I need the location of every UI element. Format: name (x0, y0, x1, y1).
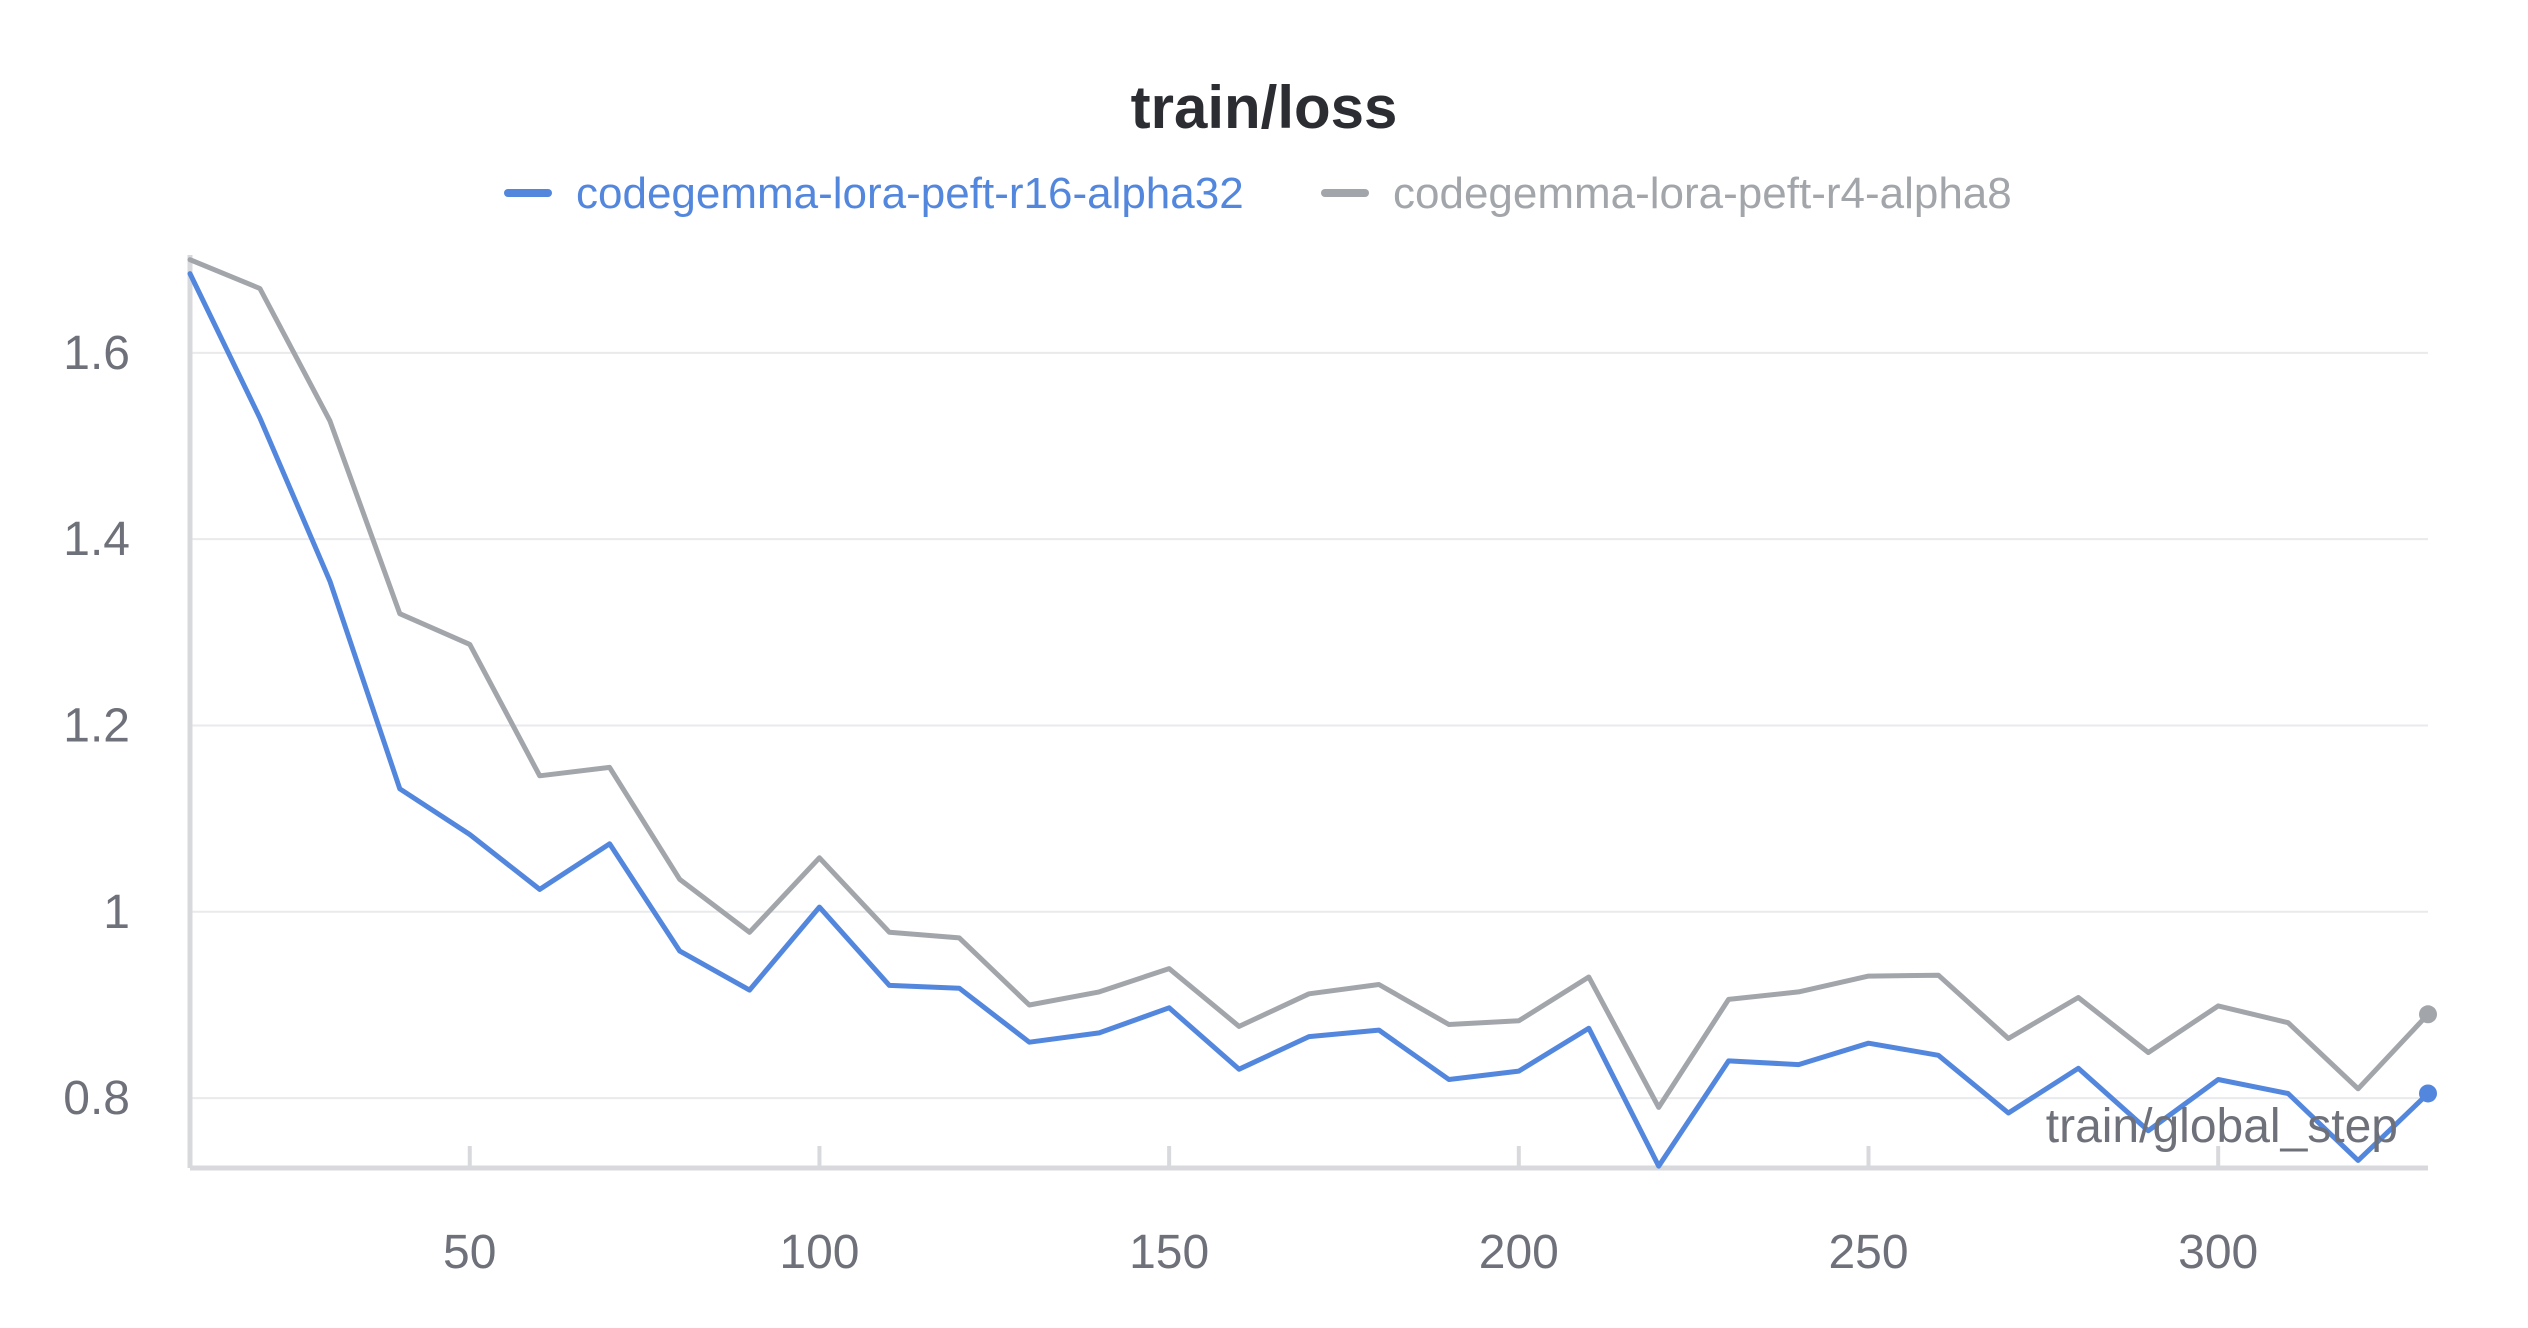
series-end-point (2419, 1005, 2437, 1024)
legend: codegemma-lora-peft-r16-alpha32 codegemma… (504, 169, 2012, 218)
x-tick-label: 100 (779, 1226, 859, 1279)
series-line (187, 257, 2431, 1110)
x-axis-ticks: 50 100 150 200 250 300 (443, 1146, 2258, 1279)
x-axis-title: train/global_step (2046, 1100, 2398, 1153)
x-tick-label: 300 (2178, 1226, 2258, 1279)
x-tick-label: 250 (1828, 1226, 1908, 1279)
x-tick-label: 150 (1129, 1226, 1209, 1279)
series-layer (187, 257, 2437, 1169)
series-line (187, 271, 2431, 1169)
grid-lines (190, 351, 2428, 1100)
series-codegemma-lora-peft-r16-alpha32 (187, 271, 2437, 1169)
axes (187, 255, 2428, 1171)
x-tick-label: 50 (443, 1226, 496, 1279)
chart-title: train/loss (1131, 74, 1398, 141)
x-tick-label: 200 (1479, 1226, 1559, 1279)
y-tick-label: 1.2 (63, 699, 130, 752)
y-axis-ticks: 0.8 1 1.2 1.4 1.6 (63, 327, 130, 1125)
y-tick-label: 0.8 (63, 1072, 130, 1125)
legend-label: codegemma-lora-peft-r4-alpha8 (1393, 169, 2012, 218)
y-tick-label: 1 (103, 886, 130, 939)
y-tick-label: 1.4 (63, 513, 130, 566)
legend-label: codegemma-lora-peft-r16-alpha32 (576, 169, 1244, 218)
series-codegemma-lora-peft-r4-alpha8 (187, 257, 2437, 1110)
series-end-point (2419, 1084, 2437, 1103)
legend-item: codegemma-lora-peft-r4-alpha8 (1321, 169, 2012, 218)
legend-item: codegemma-lora-peft-r16-alpha32 (504, 169, 1244, 218)
y-tick-label: 1.6 (63, 327, 130, 380)
